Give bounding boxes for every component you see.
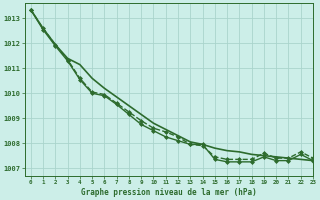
X-axis label: Graphe pression niveau de la mer (hPa): Graphe pression niveau de la mer (hPa) bbox=[81, 188, 257, 197]
